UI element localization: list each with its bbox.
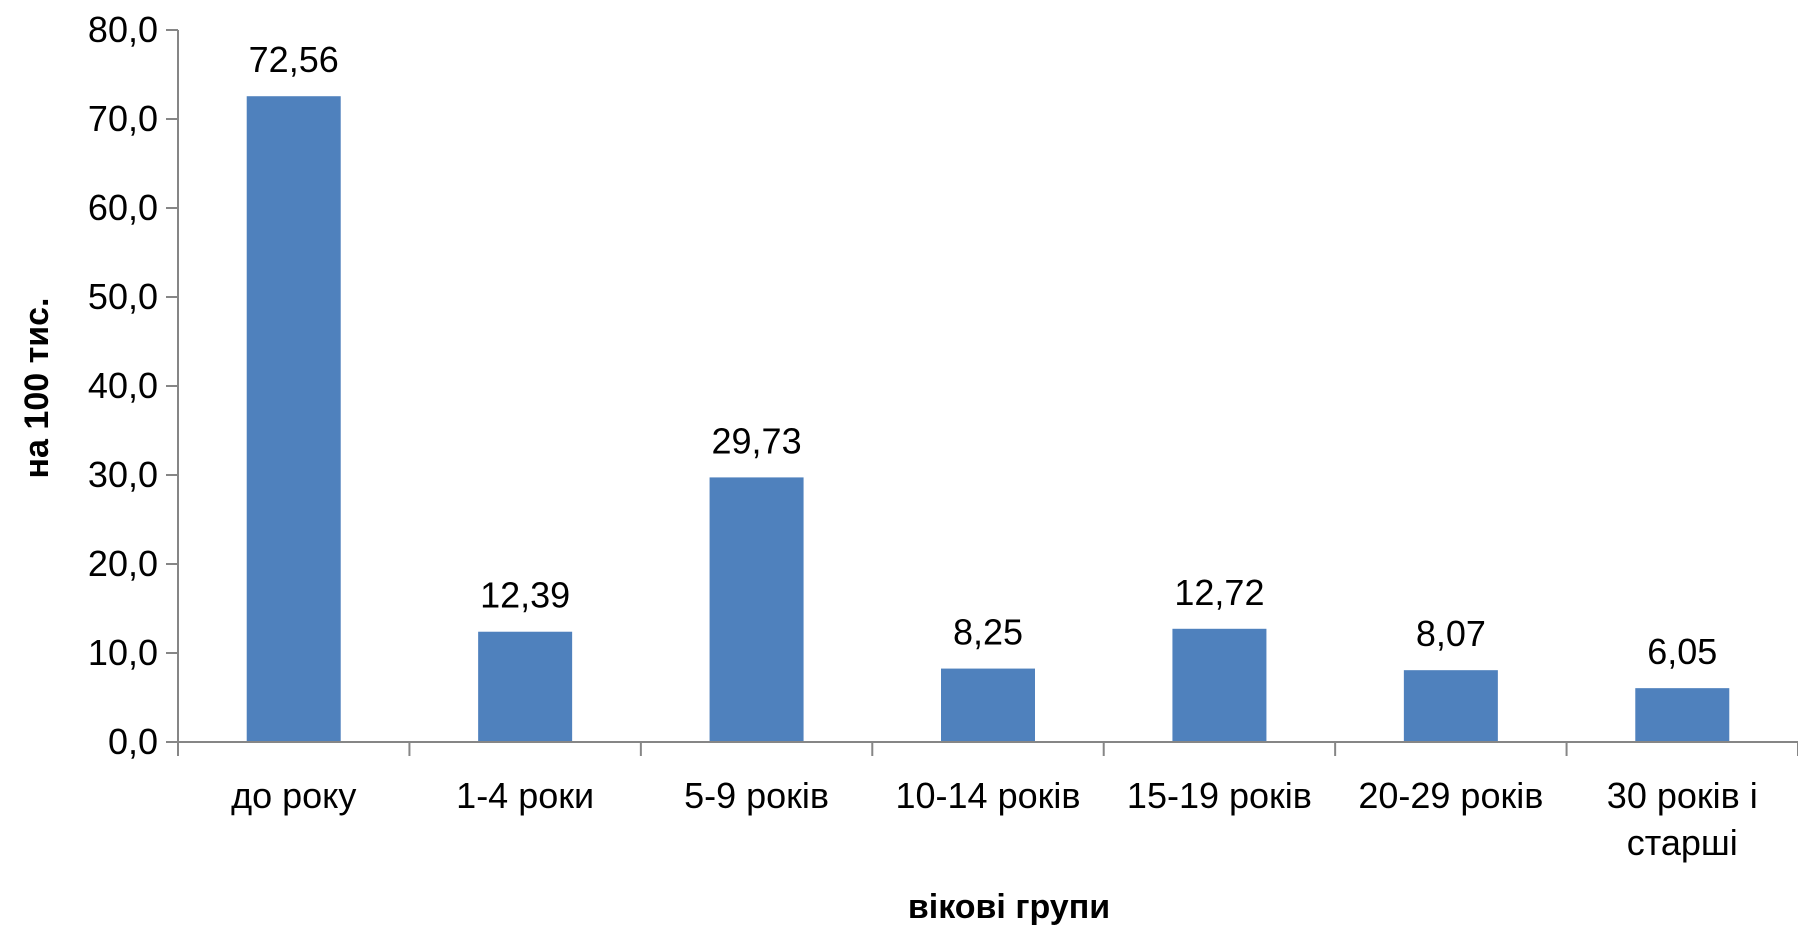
bar [246, 96, 341, 742]
bar [478, 631, 573, 742]
y-tick-label: 0,0 [108, 721, 158, 762]
y-axis-ticks: 0,0 10,0 20,0 30,0 40,0 50,0 60,0 70,0 80,0 [88, 9, 178, 762]
y-tick-label: 40,0 [88, 365, 158, 406]
bar [1172, 628, 1267, 742]
category-label: 10-14 років [896, 775, 1081, 816]
data-label: 6,05 [1647, 631, 1717, 672]
y-tick-label: 70,0 [88, 98, 158, 139]
category-label: до року [231, 775, 356, 816]
data-label: 12,39 [480, 575, 570, 616]
data-label: 8,07 [1416, 613, 1486, 654]
data-label: 8,25 [953, 612, 1023, 653]
data-labels: 72,56 12,39 29,73 8,25 12,72 8,07 6,05 [249, 39, 1718, 672]
x-axis-title: вікові групи [908, 888, 1110, 926]
bar [709, 477, 804, 742]
y-tick-label: 20,0 [88, 543, 158, 584]
data-label: 72,56 [249, 39, 339, 80]
data-label: 12,72 [1174, 572, 1264, 613]
category-label: 1-4 роки [456, 775, 594, 816]
y-tick-label: 30,0 [88, 454, 158, 495]
bars [246, 96, 1730, 742]
bar [1403, 670, 1498, 742]
axes [177, 30, 1798, 743]
y-tick-label: 80,0 [88, 9, 158, 50]
bar [1635, 688, 1730, 742]
y-axis-title: на 100 тис. [18, 298, 56, 479]
category-label: 20-29 років [1358, 775, 1543, 816]
category-label: 5-9 років [684, 775, 829, 816]
bar [941, 668, 1035, 742]
category-labels: до року 1-4 роки 5-9 років 10-14 років 15-19… [231, 775, 1758, 863]
x-axis-ticks [177, 742, 1798, 756]
category-label: 30 років і старші [1607, 775, 1758, 863]
data-label: 29,73 [712, 420, 802, 461]
y-tick-label: 50,0 [88, 276, 158, 317]
category-label: 15-19 років [1127, 775, 1312, 816]
y-tick-label: 10,0 [88, 632, 158, 673]
y-tick-label: 60,0 [88, 187, 158, 228]
